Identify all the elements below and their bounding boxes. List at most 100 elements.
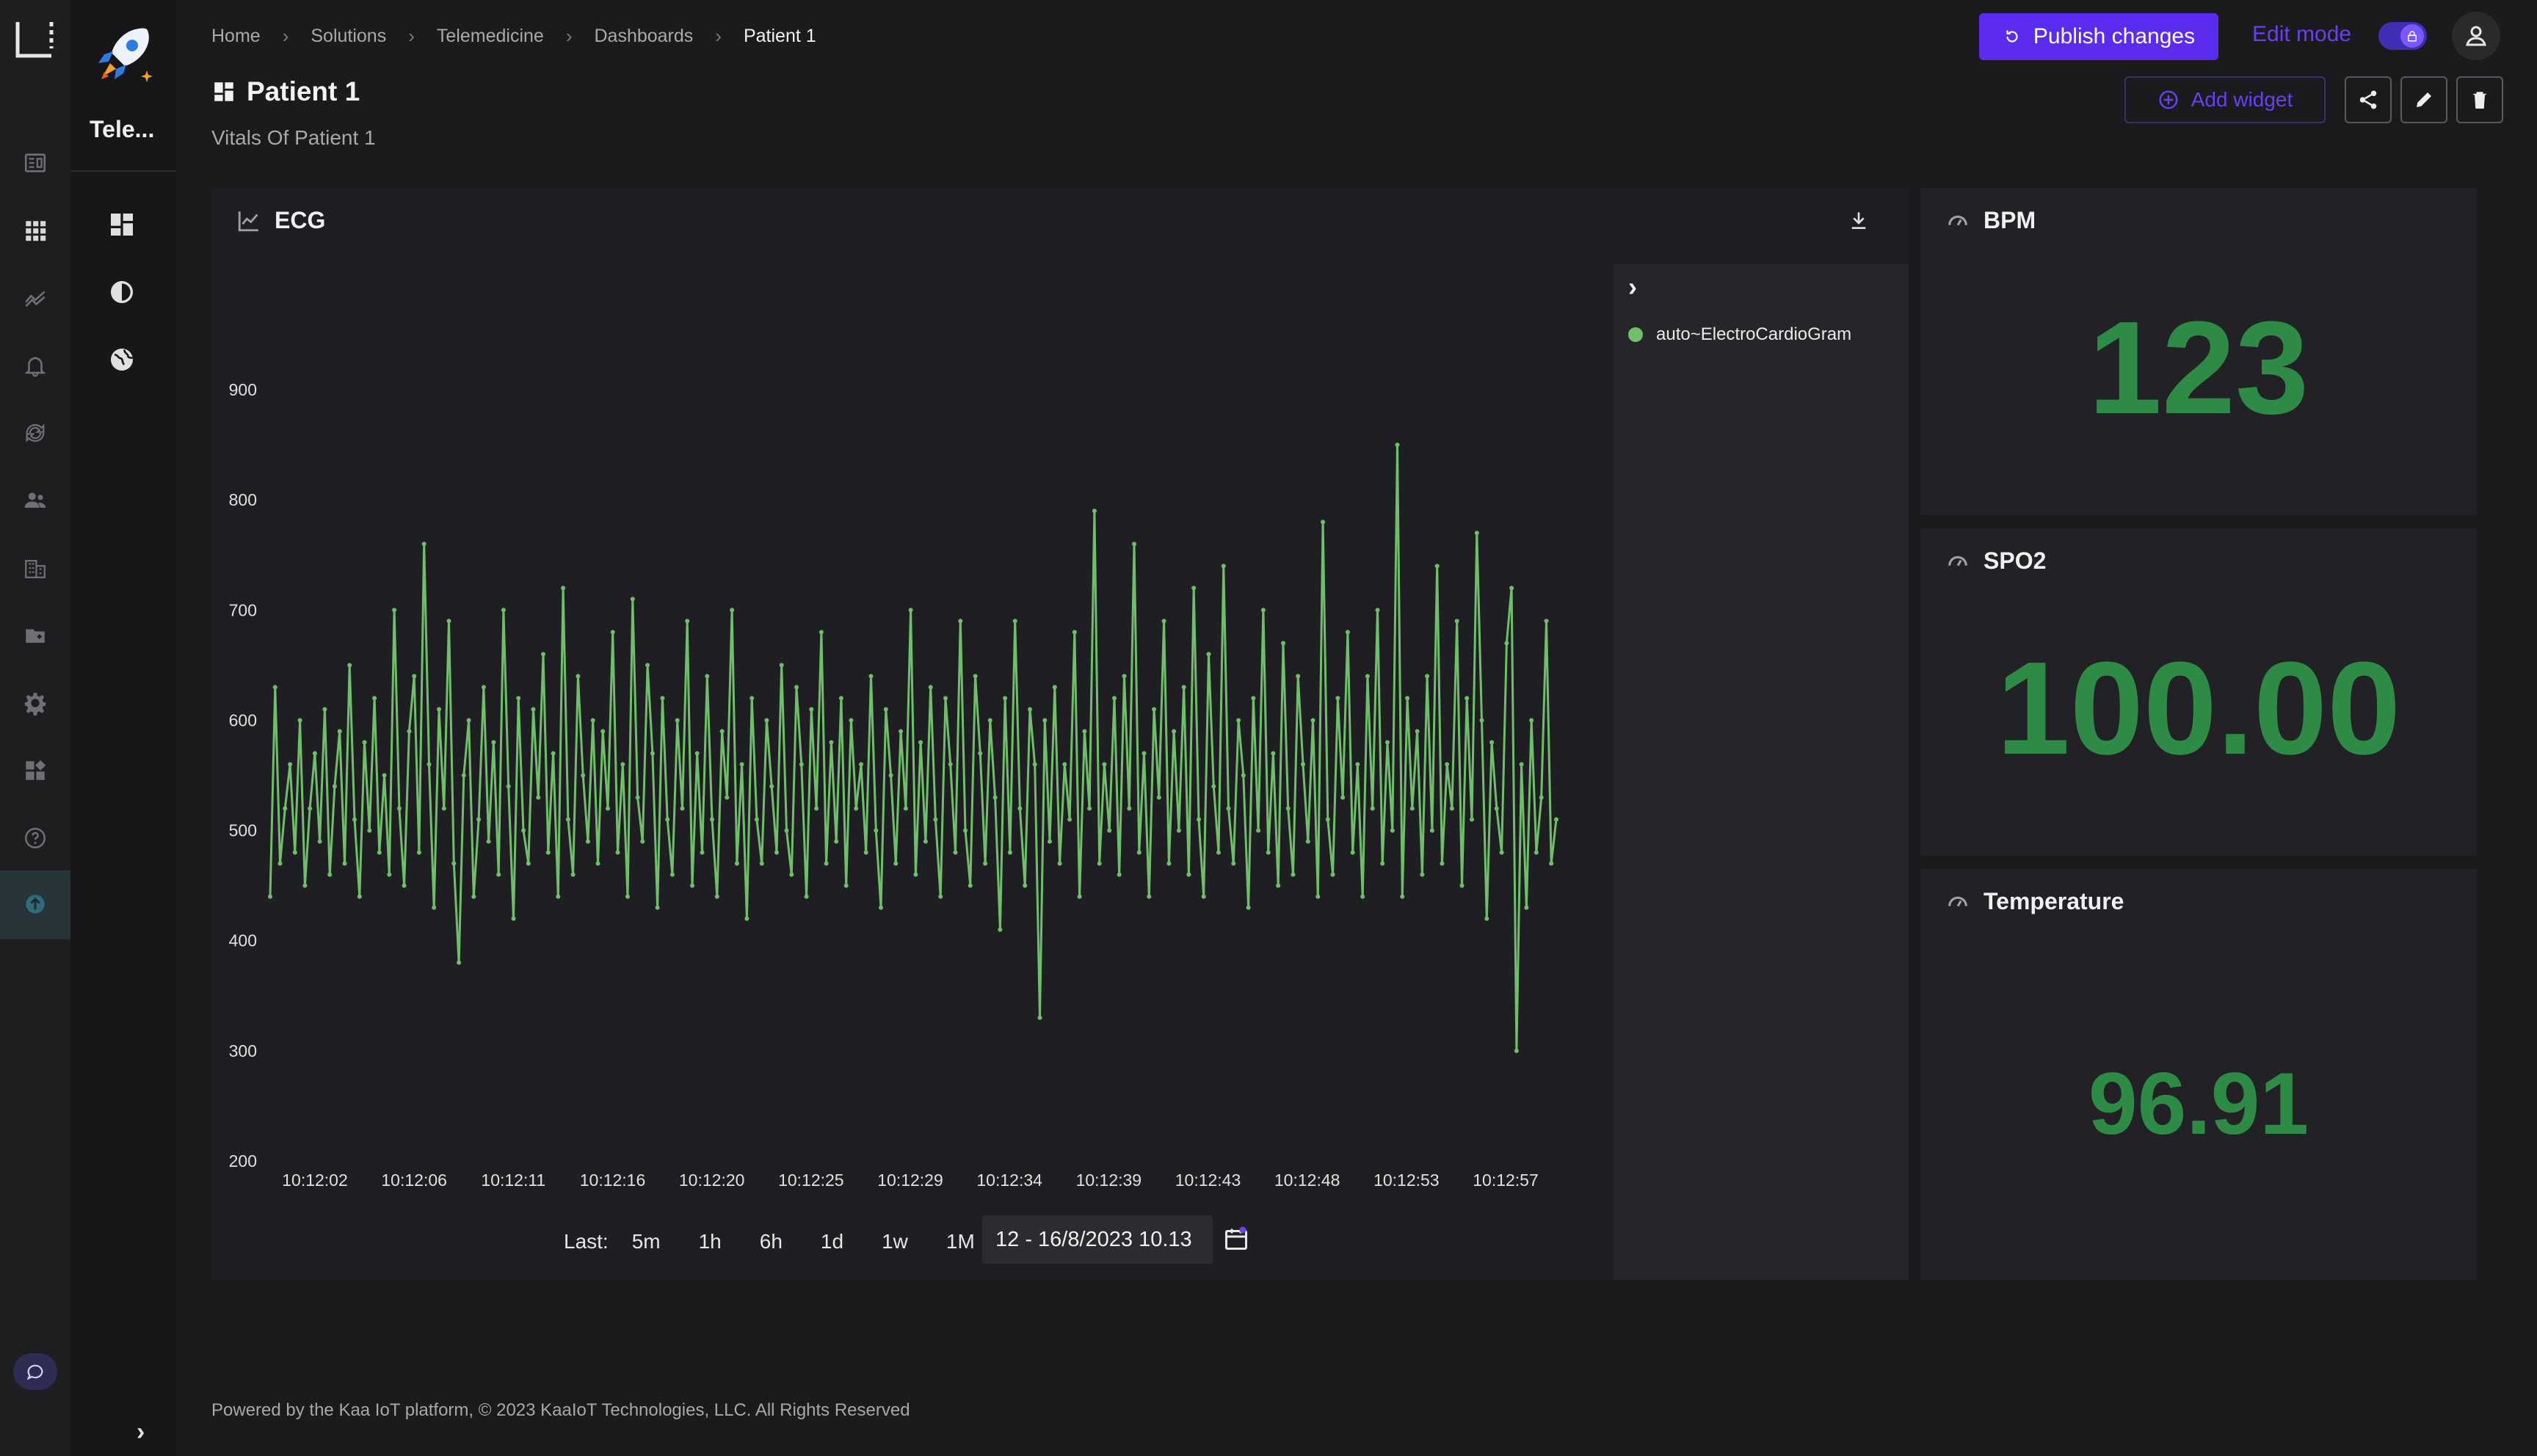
kaa-logo-icon[interactable] <box>15 19 54 59</box>
app-sidebar: Tele... › <box>70 0 176 1456</box>
spo2-widget-title: SPO2 <box>1945 547 2046 575</box>
add-widget-button[interactable]: Add widget <box>2124 76 2326 123</box>
user-account-icon[interactable] <box>2452 12 2500 60</box>
breadcrumb-telemedicine[interactable]: Telemedicine <box>436 26 544 46</box>
delete-button[interactable] <box>2456 76 2503 123</box>
users-icon[interactable] <box>21 486 50 515</box>
help-icon[interactable] <box>21 823 50 853</box>
range-1M[interactable]: 1M <box>946 1230 975 1253</box>
ecg-data-point <box>1092 509 1097 514</box>
ecg-data-point <box>983 861 988 866</box>
ecg-data-point <box>1524 905 1529 910</box>
ecg-data-point <box>1276 883 1281 888</box>
legend-item[interactable]: auto~ElectroCardioGram <box>1628 324 1851 345</box>
folder-add-icon[interactable] <box>21 621 50 650</box>
ecg-data-point <box>948 762 953 767</box>
ecg-data-point <box>719 729 725 734</box>
ecg-data-point <box>1415 729 1420 734</box>
collapse-legend-chevron-icon[interactable]: › <box>1628 272 1637 302</box>
breadcrumb-solutions[interactable]: Solutions <box>311 26 387 46</box>
ecg-data-point <box>496 872 501 877</box>
ecg-data-point <box>973 674 978 679</box>
ecg-data-point <box>437 707 441 712</box>
share-button[interactable] <box>2345 76 2392 123</box>
ecg-data-point <box>561 586 566 591</box>
edit-mode-toggle[interactable] <box>2378 22 2427 50</box>
ecg-data-point <box>1241 773 1246 778</box>
ecg-data-point <box>501 608 506 613</box>
ecg-data-point <box>1454 619 1459 624</box>
ecg-data-point <box>1067 817 1072 822</box>
upgrade-arrow-icon[interactable] <box>21 889 50 919</box>
settings-gear-icon[interactable] <box>21 688 50 718</box>
ecg-data-point <box>859 762 863 767</box>
breadcrumb-dashboards[interactable]: Dashboards <box>594 26 694 46</box>
ecg-data-point <box>710 817 714 822</box>
ecg-data-point <box>903 806 908 811</box>
sync-icon[interactable] <box>21 418 50 448</box>
ecg-data-point <box>923 839 928 844</box>
ecg-data-point <box>739 762 744 767</box>
publish-changes-button[interactable]: Publish changes <box>1979 13 2218 60</box>
ecg-data-point <box>268 894 272 899</box>
range-6h[interactable]: 6h <box>759 1230 783 1253</box>
ecg-data-point <box>308 806 313 811</box>
ecg-data-point <box>615 850 620 855</box>
ecg-data-point <box>685 619 690 624</box>
calendar-icon[interactable] <box>1223 1224 1249 1253</box>
globe-icon[interactable] <box>107 345 137 374</box>
dashboards-icon[interactable] <box>107 210 137 239</box>
ecg-data-point <box>1321 520 1326 525</box>
y-tick-label: 400 <box>229 931 257 950</box>
expand-sidebar-chevron-icon[interactable]: › <box>137 1418 145 1446</box>
ecg-data-point <box>392 608 397 613</box>
line-chart-icon <box>238 211 258 231</box>
ecg-data-point <box>1087 806 1092 811</box>
theme-contrast-icon[interactable] <box>107 277 137 307</box>
ecg-data-point <box>1405 696 1410 701</box>
buildings-icon[interactable] <box>21 553 50 583</box>
ecg-data-point <box>1509 586 1514 591</box>
x-tick-label: 10:12:16 <box>580 1171 646 1190</box>
analytics-icon[interactable] <box>21 283 50 313</box>
chevron-right-icon: › <box>408 25 415 47</box>
ecg-data-point <box>714 894 719 899</box>
ecg-data-point <box>1236 718 1241 723</box>
range-5m[interactable]: 5m <box>631 1230 661 1253</box>
edit-button[interactable] <box>2400 76 2447 123</box>
ecg-data-point <box>1355 762 1360 767</box>
dashboard-list-icon[interactable] <box>21 148 50 178</box>
ecg-data-point <box>576 674 581 679</box>
ecg-data-point <box>1097 861 1102 866</box>
range-1w[interactable]: 1w <box>882 1230 908 1253</box>
ecg-data-point <box>819 630 824 635</box>
range-1d[interactable]: 1d <box>820 1230 844 1253</box>
y-tick-label: 200 <box>229 1151 257 1171</box>
ecg-data-point <box>1434 564 1440 569</box>
alerts-bell-icon[interactable] <box>21 351 50 380</box>
range-1h[interactable]: 1h <box>698 1230 722 1253</box>
chevron-right-icon: › <box>715 25 722 47</box>
widgets-icon[interactable] <box>21 756 50 785</box>
ecg-data-point <box>551 751 556 756</box>
ecg-data-point <box>1449 806 1454 811</box>
ecg-data-point <box>849 718 854 723</box>
ecg-data-point <box>1499 850 1504 855</box>
share-icon <box>2359 90 2377 109</box>
ecg-data-point <box>367 828 372 833</box>
app-name: Tele... <box>90 116 155 142</box>
spo2-title-text: SPO2 <box>1983 547 2047 574</box>
ecg-data-point <box>1489 740 1495 745</box>
apps-grid-icon[interactable] <box>21 216 50 245</box>
chat-bubble-icon[interactable] <box>13 1353 57 1390</box>
ecg-data-point <box>1554 817 1558 822</box>
ecg-data-point <box>1176 828 1181 833</box>
ecg-data-point <box>1360 894 1365 899</box>
date-range-field[interactable]: 12 - 16/8/2023 10.13 <box>982 1215 1213 1264</box>
download-icon[interactable] <box>1847 208 1870 236</box>
breadcrumb-home[interactable]: Home <box>211 26 261 46</box>
ecg-data-point <box>958 619 963 624</box>
ecg-data-point <box>565 817 570 822</box>
x-tick-label: 10:12:02 <box>282 1171 348 1190</box>
ecg-data-point <box>893 861 899 866</box>
